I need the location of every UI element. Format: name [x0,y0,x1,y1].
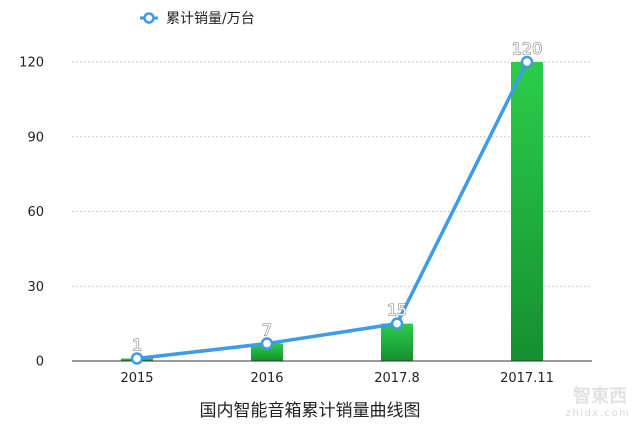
x-tick-label: 2017.8 [374,371,420,386]
x-axis: 2015 2016 2017.8 2017.11 [120,371,553,386]
legend: 累计销量/万台 [140,11,255,27]
line-point [260,337,274,350]
y-tick-label: 0 [36,355,44,370]
y-tick-label: 60 [27,205,44,220]
y-tick-label: 90 [27,130,44,145]
series-line [130,55,534,365]
data-label: 7 [262,321,272,340]
y-tick-label: 30 [27,280,44,295]
chart-caption: 国内智能音箱累计销量曲线图 [200,401,421,421]
data-label: 1 [132,336,142,355]
x-tick-label: 2015 [120,371,153,386]
y-tick-label: 120 [19,56,44,71]
watermark-site: zhidx.com [566,408,631,419]
data-label: 15 [387,301,407,320]
bars [121,62,543,361]
grid-lines [72,61,592,287]
bar [511,62,543,361]
line-point [520,55,534,69]
series-polyline [136,61,529,361]
x-tick-label: 2017.11 [500,371,554,386]
watermark: 智東西 zhidx.com [566,385,631,419]
x-tick-label: 2016 [250,371,283,386]
line-point [130,352,144,365]
legend-marker-icon [143,12,155,24]
data-labels: 1 7 15 120 [131,38,543,355]
y-axis: 0 30 60 90 120 [19,56,44,370]
bar [251,343,283,361]
watermark-brand: 智東西 [573,385,627,407]
data-label: 120 [512,39,543,58]
line-point [390,317,404,330]
legend-label: 累计销量/万台 [166,11,255,27]
